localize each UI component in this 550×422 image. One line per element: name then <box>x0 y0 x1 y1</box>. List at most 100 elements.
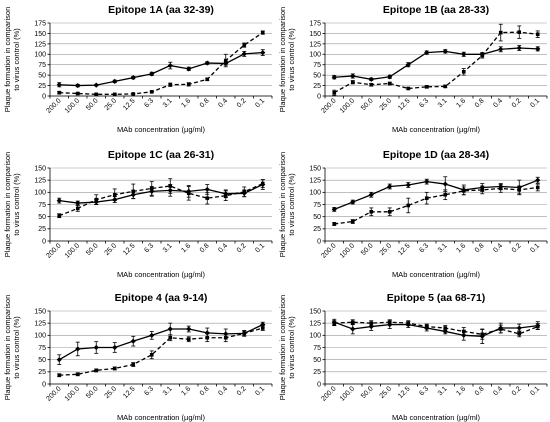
data-point <box>442 48 448 54</box>
x-tick-label: 0.4 <box>492 97 504 109</box>
data-point <box>461 329 466 334</box>
y-tick-label: 0 <box>42 381 46 388</box>
data-point <box>498 46 504 52</box>
data-point <box>387 183 393 190</box>
data-point <box>517 188 522 192</box>
x-tick-label: 50.0 <box>85 385 100 400</box>
data-point <box>75 346 81 352</box>
chart-panel-6: Epitope 5 (aa 68-71) 0 25 50 75 100 125 150 200.… <box>278 292 548 422</box>
x-tick-label: 100.0 <box>64 385 81 402</box>
data-point <box>424 85 429 89</box>
series-1-solid <box>331 176 541 212</box>
y-axis-label: Plaque formation in comparisonto virus c… <box>278 295 296 400</box>
x-tick-label: 0.1 <box>254 242 266 254</box>
data-point <box>387 74 393 80</box>
chart-title: Epitope 1C (aa 26-31) <box>108 149 214 161</box>
data-point <box>94 92 99 97</box>
x-tick-label: 3.1 <box>162 242 174 254</box>
data-point <box>331 74 337 80</box>
y-tick-label: 150 <box>309 308 321 315</box>
data-point <box>369 210 374 214</box>
y-axis-label-line-1: Plaque formation in comparison <box>278 152 287 257</box>
y-tick-label: 50 <box>38 73 46 80</box>
y-tick-label: 0 <box>42 238 46 245</box>
chart-panel-2: Epitope 1B (aa 28-33) 0 25 50 75 100 125 150 175… <box>278 4 548 134</box>
data-point <box>149 90 154 94</box>
data-point <box>387 81 392 86</box>
x-tick-label: 200.0 <box>45 385 62 402</box>
data-point <box>350 80 355 85</box>
x-tick-label: 0.8 <box>474 385 486 397</box>
y-axis-label-line-1: Plaque formation in comparison <box>3 295 12 400</box>
data-point <box>517 30 522 34</box>
data-point <box>186 326 192 332</box>
series-line <box>333 31 538 94</box>
series-line <box>59 51 263 87</box>
y-axis-label-line-1: Plaque formation in comparison <box>3 152 12 257</box>
y-axis-label-line-2: to virus control (%) <box>12 173 21 236</box>
x-tick-label: 12.5 <box>122 97 137 112</box>
data-point <box>260 30 265 35</box>
data-point <box>223 58 228 63</box>
data-point <box>205 335 210 340</box>
data-point <box>204 186 210 193</box>
data-point <box>57 373 62 378</box>
x-tick-label: 100.0 <box>339 97 356 114</box>
data-point <box>260 181 265 186</box>
data-point <box>168 82 173 87</box>
series-line <box>334 321 538 336</box>
data-point <box>480 188 485 192</box>
x-tick-label: 200.0 <box>320 242 337 259</box>
data-point <box>167 326 173 332</box>
x-tick-label: 100.0 <box>339 385 356 402</box>
data-point <box>167 62 173 69</box>
y-tick-label: 50 <box>313 357 321 364</box>
x-tick-label: 6.3 <box>418 242 430 254</box>
data-point <box>112 78 118 84</box>
x-tick-label: 0.4 <box>217 97 229 109</box>
data-point <box>387 210 392 214</box>
x-axis-label: MAb concentration (µg/ml) <box>117 125 206 134</box>
series-line <box>58 324 264 361</box>
x-tick-label: 3.1 <box>162 97 174 109</box>
data-point <box>186 82 191 87</box>
series-2-dashed <box>332 23 540 96</box>
chart-panel-3: Epitope 1C (aa 26-31) 0 25 50 75 100 125 150 200… <box>3 149 273 279</box>
x-tick-label: 0.1 <box>529 97 541 109</box>
y-axis-label: Plaque formation in comparisonto virus c… <box>278 152 296 257</box>
data-point <box>461 70 466 74</box>
data-point <box>480 332 485 337</box>
data-point <box>350 199 356 205</box>
data-point <box>204 60 210 66</box>
x-tick-label: 12.5 <box>122 242 137 257</box>
data-point <box>56 357 62 363</box>
data-point <box>75 206 80 211</box>
y-tick-label: 100 <box>309 52 321 59</box>
chart-panel-4: Epitope 1D (aa 28-34) 0 25 50 75 100 125 150 200… <box>278 149 548 279</box>
y-tick-label: 100 <box>34 333 46 340</box>
y-tick-label: 175 <box>309 20 321 27</box>
x-tick-label: 0.2 <box>236 242 248 254</box>
y-tick-label: 150 <box>309 31 321 38</box>
data-point <box>186 191 191 196</box>
series-2-dashed <box>57 30 265 97</box>
y-tick-label: 75 <box>313 345 321 352</box>
y-tick-label: 125 <box>34 41 46 48</box>
x-tick-label: 25.0 <box>104 242 119 257</box>
y-axis-label: Plaque formation in comparisonto virus c… <box>3 152 21 257</box>
x-tick-label: 200.0 <box>45 242 62 259</box>
data-point <box>186 337 191 342</box>
data-point <box>443 84 448 89</box>
data-point <box>461 51 467 57</box>
series-line <box>334 321 538 337</box>
data-point <box>405 62 411 68</box>
y-tick-label: 25 <box>38 226 46 233</box>
x-tick-label: 1.6 <box>180 385 192 397</box>
y-tick-label: 125 <box>309 178 321 185</box>
y-axis-label-line-2: to virus control (%) <box>12 28 21 91</box>
x-tick-label: 1.6 <box>455 242 467 254</box>
chart-title: Epitope 1A (aa 32-39) <box>108 4 214 16</box>
data-point <box>242 331 247 336</box>
y-tick-label: 125 <box>309 321 321 328</box>
